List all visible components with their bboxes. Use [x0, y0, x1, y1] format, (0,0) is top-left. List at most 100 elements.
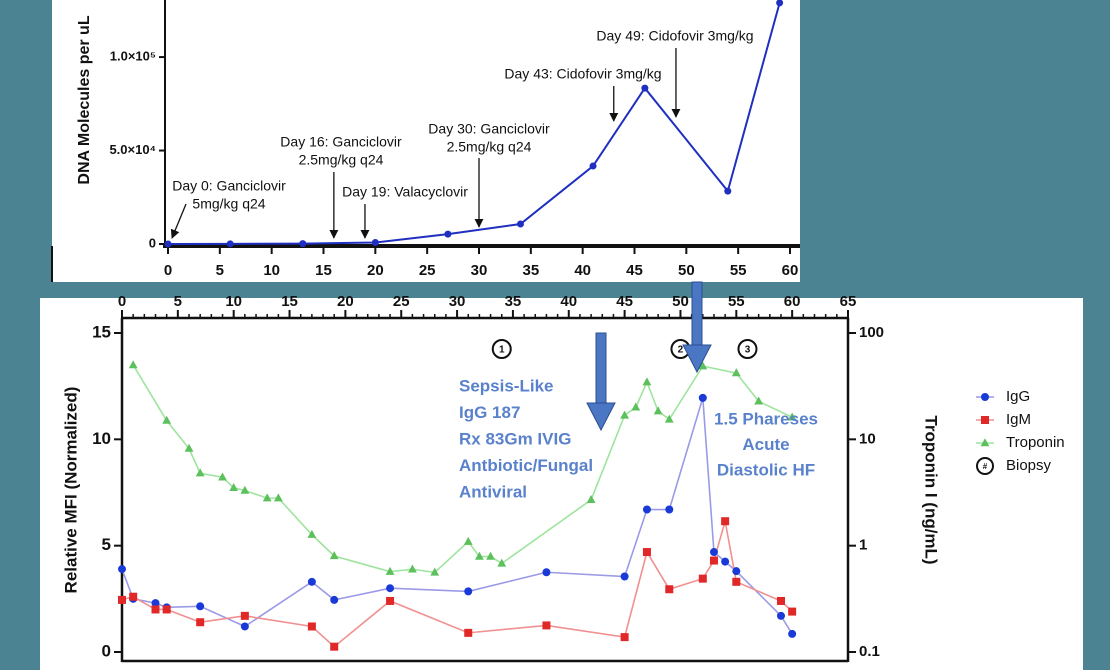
- x-tick-label: 15: [281, 293, 298, 310]
- x-tick-label: 55: [730, 262, 747, 279]
- y2-tick-label: 1: [859, 537, 867, 554]
- x-tick-label: 35: [505, 293, 522, 310]
- data-point: [475, 551, 484, 560]
- x-tick-label: 25: [419, 262, 436, 279]
- data-point: [151, 599, 160, 608]
- x-tick-label: 30: [449, 293, 466, 310]
- data-point: [665, 585, 674, 594]
- data-point: [151, 605, 160, 614]
- annotation-text: Antbiotic/Fungal: [459, 456, 593, 475]
- data-point: [118, 565, 126, 574]
- biopsy-marker: [491, 339, 512, 359]
- biopsy-label: 1: [499, 345, 505, 356]
- x-tick-label: 20: [337, 293, 354, 310]
- x-tick-label: 55: [728, 293, 745, 310]
- x-axis: [163, 244, 800, 248]
- x-tick-label: 5: [216, 262, 224, 279]
- annotation-text: 2.5mg/kg q24: [447, 139, 532, 155]
- data-point: [698, 361, 708, 370]
- data-point: [516, 220, 524, 228]
- y-tick-label: 5: [102, 535, 111, 554]
- annotation-text: Day 19: Valacyclovir: [342, 184, 468, 200]
- data-point: [444, 230, 452, 238]
- x-tick-label: 5: [174, 293, 182, 310]
- y2-tick-label: 0.1: [859, 643, 880, 660]
- data-point: [430, 567, 440, 576]
- data-point: [787, 412, 797, 421]
- data-point: [788, 629, 797, 638]
- arrow-shaft: [691, 281, 703, 348]
- biopsy-marker: [737, 339, 758, 359]
- mfi-chart: 0 5 10 15 20 25 30 35 40 45 50 55 60 65 0 5 10 15 0.1 1 10 10…: [61, 293, 1065, 663]
- series-line: [132, 364, 793, 574]
- series-line: [167, 2, 781, 245]
- y-tick-label: 0: [149, 235, 156, 250]
- data-point: [262, 493, 272, 502]
- arrow-shaft: [595, 332, 607, 404]
- data-point: [128, 360, 138, 369]
- data-point: [240, 622, 249, 631]
- x-tick-label: 35: [522, 262, 539, 279]
- biopsy-label: 3: [745, 345, 751, 356]
- data-point: [724, 187, 732, 195]
- data-point: [731, 368, 741, 377]
- data-point: [486, 551, 495, 560]
- y2-tick-label: 10: [859, 430, 876, 447]
- data-point: [653, 406, 663, 415]
- data-point: [386, 596, 395, 605]
- annotation-text: IgG 187: [459, 403, 520, 422]
- data-point: [664, 414, 674, 423]
- legend-marker: [976, 457, 994, 475]
- data-point: [386, 584, 395, 593]
- annotation-text: Day 0: Ganciclovir: [172, 178, 286, 194]
- y-tick-label: 15: [92, 322, 111, 341]
- data-point: [721, 517, 730, 526]
- biopsy-label: 2: [678, 345, 684, 356]
- data-point: [464, 587, 473, 596]
- data-point: [586, 494, 596, 503]
- annotation-text: Antiviral: [459, 482, 527, 501]
- arrow-head: [586, 402, 616, 432]
- x-tick-label: 60: [782, 262, 799, 279]
- legend-marker: [981, 393, 989, 401]
- data-point: [408, 564, 417, 573]
- data-point: [307, 529, 317, 538]
- data-point: [732, 567, 741, 576]
- data-point: [542, 568, 551, 577]
- annotation-text: Rx 83Gm IVIG: [459, 429, 571, 448]
- data-point: [240, 611, 249, 620]
- legend-label: Biopsy: [1006, 457, 1052, 474]
- annotation-text: Day 43: Cidofovir 3mg/kg: [504, 66, 661, 82]
- data-point: [776, 0, 784, 7]
- data-point: [307, 577, 316, 586]
- x-tick-label: 30: [471, 262, 488, 279]
- data-point: [754, 396, 764, 405]
- x-tick-label: 45: [616, 293, 633, 310]
- data-point: [299, 240, 307, 248]
- data-point: [273, 493, 283, 502]
- annotation-text: 1.5 Phareses: [714, 409, 818, 428]
- annotation-text: Diastolic HF: [717, 460, 815, 479]
- x-tick-label: 40: [574, 262, 591, 279]
- data-point: [129, 592, 138, 601]
- data-point: [184, 443, 194, 452]
- data-point: [464, 628, 473, 637]
- data-point: [240, 485, 250, 494]
- legend-label: Troponin: [1006, 434, 1065, 451]
- x-tick-label: 50: [678, 262, 695, 279]
- data-point: [709, 556, 718, 565]
- data-point: [642, 505, 651, 514]
- data-point: [589, 162, 597, 170]
- data-point: [642, 377, 652, 386]
- arrow-head: [682, 344, 712, 374]
- x-tick-label: 10: [225, 293, 242, 310]
- data-point: [497, 558, 507, 567]
- data-point: [620, 572, 629, 581]
- data-point: [642, 548, 651, 557]
- legend-marker: [980, 438, 990, 447]
- dna-chart: 0 5 10 15 20 25 30 35 40 45 50 55 60 0 5.0×10⁴ 1.0×10⁵ D…: [51, 0, 800, 282]
- y-tick-label: 10: [92, 429, 111, 448]
- annotation-text: Day 16: Ganciclovir: [280, 134, 402, 150]
- annotation-arrow: [170, 203, 187, 239]
